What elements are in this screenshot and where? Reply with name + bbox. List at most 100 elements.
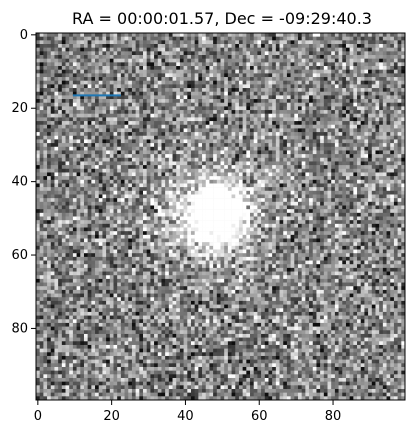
image-pixel [110, 114, 114, 118]
image-pixel [224, 194, 228, 198]
image-pixel [154, 84, 158, 88]
image-pixel [353, 114, 357, 118]
image-pixel [217, 180, 221, 184]
image-pixel [184, 117, 188, 121]
image-pixel [147, 88, 151, 92]
image-pixel [195, 117, 199, 121]
image-pixel [298, 154, 302, 158]
image-pixel [125, 114, 129, 118]
image-pixel [342, 180, 346, 184]
image-pixel [54, 51, 58, 55]
image-pixel [398, 121, 402, 125]
image-pixel [139, 81, 143, 85]
image-pixel [213, 125, 217, 129]
image-pixel [169, 51, 173, 55]
image-pixel [342, 48, 346, 52]
image-pixel [287, 143, 291, 147]
image-pixel [202, 81, 206, 85]
image-pixel [372, 66, 376, 70]
image-pixel [276, 103, 280, 107]
image-pixel [364, 48, 368, 52]
image-pixel [298, 180, 302, 184]
image-pixel [51, 62, 55, 66]
image-pixel [113, 187, 117, 191]
image-pixel [383, 180, 387, 184]
image-pixel [202, 73, 206, 77]
image-pixel [331, 99, 335, 103]
image-pixel [132, 183, 136, 187]
image-pixel [51, 172, 55, 176]
image-pixel [213, 183, 217, 187]
image-pixel [342, 40, 346, 44]
image-pixel [254, 48, 258, 52]
image-pixel [353, 139, 357, 143]
image-pixel [88, 183, 92, 187]
image-pixel [132, 37, 136, 41]
image-pixel [51, 205, 55, 209]
image-pixel [184, 180, 188, 184]
image-pixel [158, 125, 162, 129]
image-pixel [228, 81, 232, 85]
image-pixel [291, 84, 295, 88]
image-pixel [113, 139, 117, 143]
image-pixel [364, 143, 368, 147]
image-pixel [294, 139, 298, 143]
image-pixel [51, 183, 55, 187]
image-pixel [294, 172, 298, 176]
image-pixel [80, 62, 84, 66]
image-pixel [272, 121, 276, 125]
image-pixel [383, 88, 387, 92]
image-pixel [353, 187, 357, 191]
image-pixel [154, 128, 158, 132]
image-pixel [77, 37, 81, 41]
image-pixel [47, 92, 51, 96]
image-pixel [117, 121, 121, 125]
image-pixel [66, 37, 70, 41]
image-pixel [161, 150, 165, 154]
image-pixel [291, 202, 295, 206]
image-pixel [88, 59, 92, 63]
image-pixel [257, 95, 261, 99]
image-pixel [361, 84, 365, 88]
image-pixel [387, 106, 391, 110]
image-pixel [232, 176, 236, 180]
image-pixel [257, 183, 261, 187]
image-pixel [191, 92, 195, 96]
image-pixel [250, 198, 254, 202]
image-pixel [305, 84, 309, 88]
image-pixel [180, 88, 184, 92]
image-pixel [375, 117, 379, 121]
image-pixel [62, 183, 66, 187]
image-pixel [209, 194, 213, 198]
image-pixel [287, 73, 291, 77]
image-pixel [43, 176, 47, 180]
image-pixel [235, 191, 239, 195]
image-pixel [368, 139, 372, 143]
image-pixel [342, 33, 346, 37]
image-pixel [73, 99, 77, 103]
image-pixel [73, 117, 77, 121]
image-pixel [198, 66, 202, 70]
image-pixel [235, 209, 239, 213]
image-pixel [342, 165, 346, 169]
image-pixel [375, 165, 379, 169]
image-pixel [95, 183, 99, 187]
image-pixel [246, 92, 250, 96]
image-pixel [95, 191, 99, 195]
image-pixel [176, 150, 180, 154]
image-pixel [99, 128, 103, 132]
image-pixel [73, 103, 77, 107]
image-pixel [176, 55, 180, 59]
image-pixel [287, 59, 291, 63]
image-pixel [324, 213, 328, 217]
image-pixel [324, 194, 328, 198]
image-pixel [180, 33, 184, 37]
image-pixel [47, 103, 51, 107]
image-pixel [143, 205, 147, 209]
image-pixel [198, 117, 202, 121]
image-pixel [184, 143, 188, 147]
image-pixel [394, 165, 398, 169]
image-pixel [40, 147, 44, 151]
image-pixel [383, 143, 387, 147]
image-pixel [217, 110, 221, 114]
